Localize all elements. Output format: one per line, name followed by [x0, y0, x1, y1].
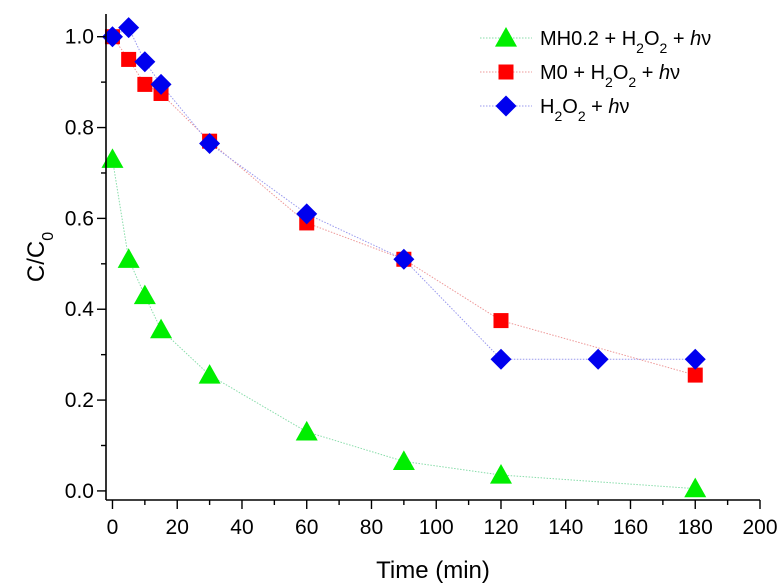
series-0-point	[133, 284, 156, 305]
x-tick-label: 100	[419, 516, 454, 539]
series-2-point	[684, 348, 706, 370]
series-2-point	[199, 132, 221, 154]
x-axis-ticks: 0 20 40 60 80 100 120 140 160 180 200	[107, 500, 778, 539]
x-tick-label: 40	[230, 516, 253, 539]
series-2-point	[393, 248, 415, 270]
series-1-point	[687, 367, 703, 383]
series-0-point	[295, 420, 318, 441]
x-tick-label: 180	[678, 516, 713, 539]
series-0-point	[117, 248, 140, 268]
x-tick-label: 160	[613, 516, 648, 539]
x-tick-label: 140	[548, 516, 583, 539]
y-tick-label: 0.4	[65, 298, 95, 321]
series-1-point	[137, 76, 153, 92]
series-1-point	[121, 51, 137, 67]
series-0-point	[198, 364, 221, 384]
series-2-line	[112, 26, 696, 360]
y-axis-ticks: 0.0 0.2 0.4 0.6 0.8 1.0	[65, 26, 106, 503]
series-0-point	[392, 450, 415, 470]
legend-marker	[495, 95, 517, 117]
y-axis-label: C/C0	[23, 232, 57, 282]
x-tick-label: 200	[742, 516, 777, 539]
series-2-point	[490, 348, 512, 370]
series-1-point	[493, 313, 509, 329]
legend-entry: MH0.2 + H2O2 + hν	[540, 28, 711, 56]
series-2-point	[118, 17, 140, 39]
series-2-point	[587, 348, 609, 370]
y-tick-label: 0.0	[65, 480, 94, 503]
legend-marker	[498, 64, 514, 80]
y-tick-label: 0.6	[65, 207, 94, 230]
series-0-point	[684, 477, 707, 498]
legend: MH0.2 + H2O2 + hν M0 + H2O2 + hν H2O2 + hν	[480, 27, 711, 124]
x-tick-label: 60	[295, 516, 318, 539]
series-2-point	[296, 203, 318, 225]
series-markers	[101, 17, 707, 498]
x-tick-label: 20	[166, 516, 189, 539]
series-0-point	[150, 318, 173, 339]
series-2-point	[134, 51, 156, 73]
series-0-line	[111, 159, 696, 490]
legend-marker	[495, 27, 517, 47]
y-tick-label: 0.8	[65, 117, 94, 140]
x-tick-label: 80	[360, 516, 383, 539]
y-tick-label: 1.0	[65, 26, 94, 49]
x-tick-label: 0	[107, 516, 119, 539]
series-2-point	[150, 73, 172, 95]
x-axis-label: Time (min)	[376, 557, 490, 584]
series-0-point	[489, 464, 512, 484]
legend-entry: H2O2 + hν	[540, 96, 630, 124]
y-tick-label: 0.2	[65, 389, 94, 412]
series-2-point	[101, 26, 123, 48]
legend-entry: M0 + H2O2 + hν	[540, 62, 680, 90]
series-0-point	[101, 148, 124, 168]
x-tick-label: 120	[483, 516, 518, 539]
